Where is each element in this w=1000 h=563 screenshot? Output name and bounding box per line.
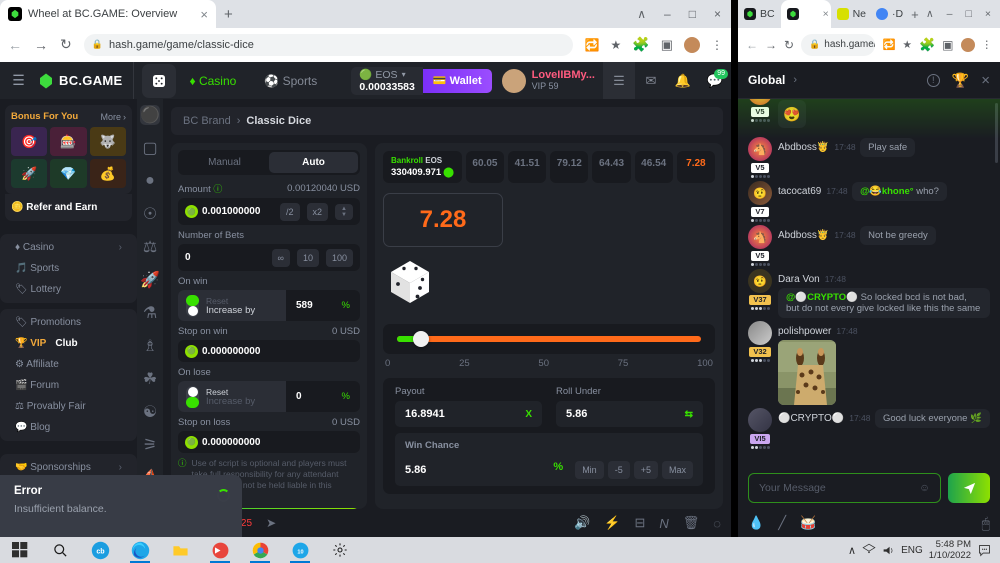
svg-text:10: 10 <box>297 549 303 555</box>
svg-text:cb: cb <box>96 547 105 555</box>
